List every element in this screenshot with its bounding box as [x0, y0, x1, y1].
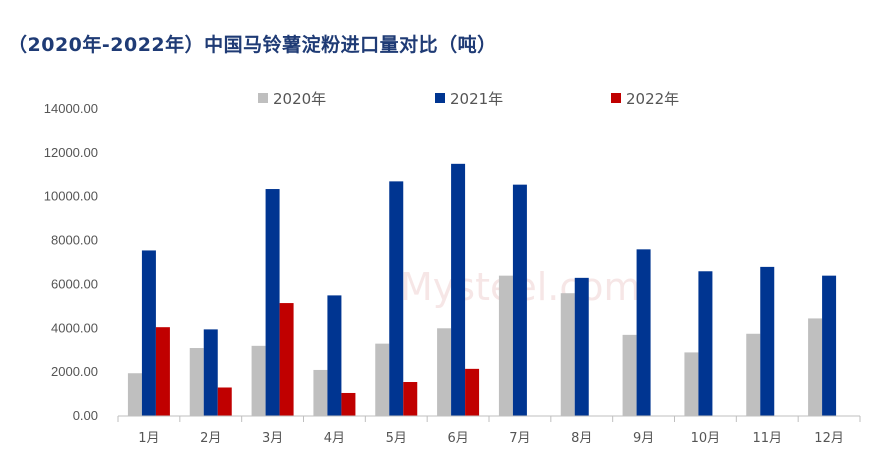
- bar-2020年-7月: [498, 275, 513, 416]
- bar-2021年-6月: [451, 163, 466, 416]
- bar-2021年-11月: [760, 266, 775, 416]
- bar-2022年-3月: [279, 303, 294, 416]
- x-tick-label: 10月: [691, 431, 721, 446]
- x-tick-label: 3月: [262, 431, 283, 446]
- y-tick-label: 0.00: [73, 408, 98, 423]
- legend-swatch: [611, 93, 621, 103]
- x-tick-label: 8月: [571, 431, 592, 446]
- bar-2020年-8月: [560, 293, 575, 416]
- y-axis: 0.00 2000.00 4000.00 6000.00 8000.00 10000.00…: [44, 101, 98, 423]
- bar-2022年-2月: [217, 387, 232, 416]
- bar-2021年-1月: [141, 250, 156, 416]
- bar-2021年-7月: [512, 184, 527, 416]
- bar-2020年-4月: [313, 369, 328, 416]
- x-tick-label: 12月: [814, 431, 844, 446]
- x-tick-label: 7月: [509, 431, 530, 446]
- bar-2022年-5月: [403, 382, 418, 416]
- bar-2021年-4月: [327, 295, 342, 416]
- bar-2022年-6月: [465, 368, 480, 416]
- bar-2020年-11月: [746, 333, 761, 416]
- legend: 2020年 2021年 2022年: [258, 90, 679, 108]
- x-tick-label: 6月: [447, 431, 468, 446]
- x-tick-label: 11月: [752, 431, 782, 446]
- x-tick-label: 1月: [138, 431, 159, 446]
- bar-2021年-12月: [822, 275, 837, 416]
- x-axis: 1月 2月 3月 4月 5月 6月 7月 8月 9月 10月 11月 12月: [117, 415, 861, 446]
- legend-swatch: [258, 93, 268, 103]
- bar-2021年-2月: [203, 329, 218, 416]
- bar-2020年-10月: [684, 352, 699, 416]
- bar-2021年-9月: [636, 249, 651, 416]
- x-tick-label: 4月: [324, 431, 345, 446]
- bars: [127, 163, 837, 416]
- y-tick-label: 2000.00: [51, 364, 98, 379]
- x-tick-label: 9月: [633, 431, 654, 446]
- bar-2021年-3月: [265, 189, 280, 416]
- bar-2020年-6月: [437, 328, 452, 416]
- bar-2020年-3月: [251, 345, 266, 416]
- x-tick-label: 2月: [200, 431, 221, 446]
- bar-2020年-12月: [808, 318, 823, 416]
- y-tick-label: 14000.00: [44, 101, 98, 116]
- y-tick-label: 10000.00: [44, 189, 98, 204]
- bar-2020年-2月: [189, 348, 204, 416]
- legend-label: 2020年: [273, 90, 326, 108]
- bar-2022年-4月: [341, 392, 356, 416]
- x-tick-label: 5月: [386, 431, 407, 446]
- y-tick-label: 8000.00: [51, 233, 98, 248]
- bar-2020年-1月: [127, 373, 142, 416]
- bar-2021年-8月: [574, 277, 589, 416]
- y-tick-label: 6000.00: [51, 276, 98, 291]
- bar-2020年-9月: [622, 334, 637, 416]
- legend-label: 2021年: [450, 90, 503, 108]
- bar-2021年-5月: [389, 181, 404, 416]
- legend-swatch: [435, 93, 445, 103]
- y-tick-label: 4000.00: [51, 320, 98, 335]
- bar-2021年-10月: [698, 271, 713, 416]
- bar-2020年-5月: [375, 343, 390, 416]
- y-tick-label: 12000.00: [44, 145, 98, 160]
- chart-title: （2020年-2022年）中国马铃薯淀粉进口量对比（吨）: [8, 34, 497, 56]
- legend-label: 2022年: [626, 90, 679, 108]
- bar-2022年-1月: [155, 327, 170, 416]
